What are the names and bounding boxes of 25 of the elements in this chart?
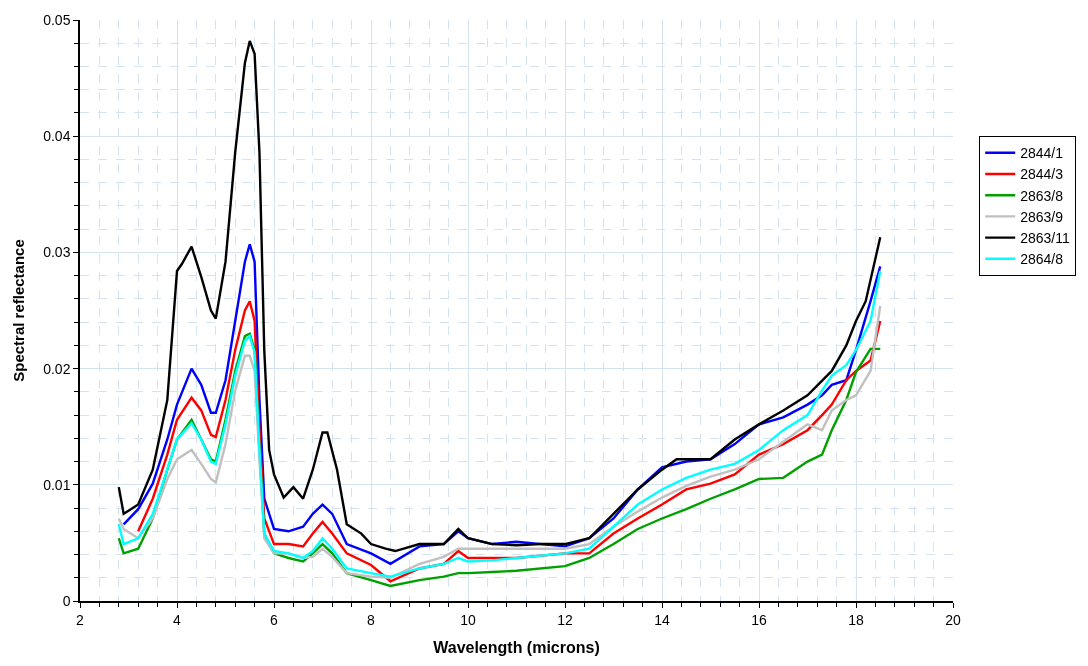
x-tick-label: 4	[173, 611, 182, 628]
x-tick-label: 10	[460, 611, 476, 628]
legend-label: 2863/9	[1020, 208, 1064, 225]
x-tick-label: 20	[945, 611, 961, 628]
x-tick-label: 14	[654, 611, 670, 628]
x-tick-label: 16	[751, 611, 767, 628]
legend-label: 2863/8	[1020, 187, 1064, 204]
legend-label: 2863/11	[1020, 230, 1070, 247]
y-tick-label: 0.01	[43, 476, 71, 493]
y-tick-label: 0.03	[43, 244, 71, 261]
legend-label: 2844/1	[1020, 145, 1064, 162]
x-axis-title: Wavelength (microns)	[433, 638, 600, 656]
x-tick-label: 8	[367, 611, 376, 628]
y-axis-title: Spectral reflectance	[9, 239, 27, 382]
legend-label: 2864/8	[1020, 251, 1064, 268]
line-series	[117, 39, 882, 553]
y-tick-label: 0.05	[43, 11, 71, 28]
x-tick-label: 6	[270, 611, 279, 628]
y-tick-label: 0.04	[43, 128, 71, 145]
x-tick-label: 18	[848, 611, 864, 628]
y-tick-label: 0	[62, 592, 71, 609]
y-tick-label: 0.02	[43, 360, 71, 377]
legend-label: 2844/3	[1020, 166, 1064, 183]
x-tick-label: 2	[76, 611, 85, 628]
x-tick-label: 12	[557, 611, 573, 628]
